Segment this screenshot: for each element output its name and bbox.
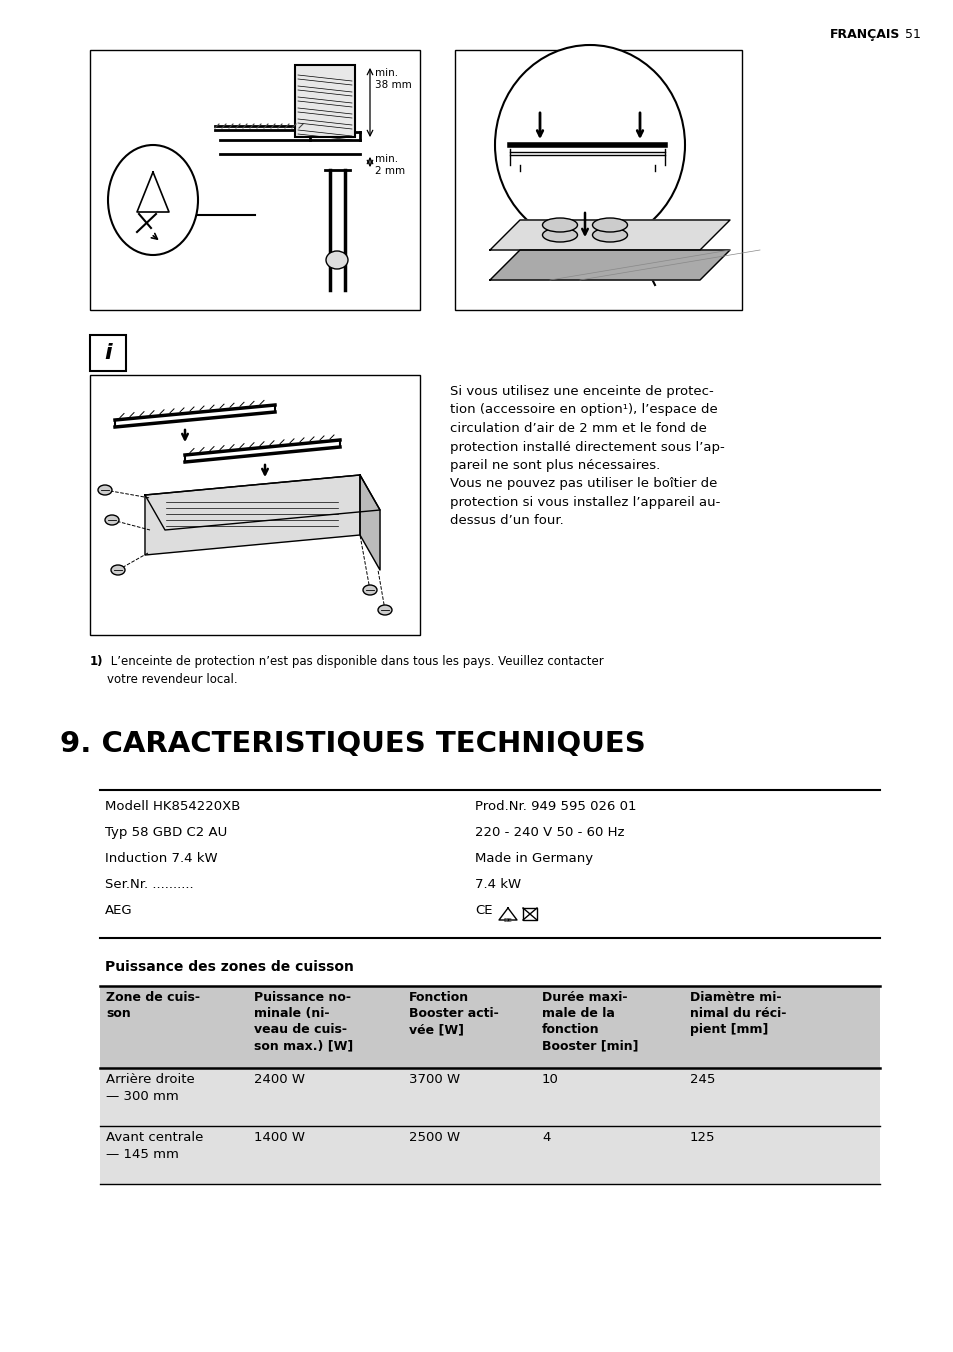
Ellipse shape <box>377 604 392 615</box>
Text: Si vous utilisez une enceinte de protec-: Si vous utilisez une enceinte de protec- <box>450 385 713 397</box>
Text: 2500 W: 2500 W <box>409 1132 459 1144</box>
Text: i: i <box>104 343 112 362</box>
Ellipse shape <box>495 45 684 245</box>
Text: 220 - 240 V 50 - 60 Hz: 220 - 240 V 50 - 60 Hz <box>475 826 624 840</box>
Text: Induction 7.4 kW: Induction 7.4 kW <box>105 852 217 865</box>
Text: votre revendeur local.: votre revendeur local. <box>107 673 237 685</box>
Text: Puissance des zones de cuisson: Puissance des zones de cuisson <box>105 960 354 973</box>
Text: 1): 1) <box>90 654 103 668</box>
Text: Ser.Nr. ..........: Ser.Nr. .......... <box>105 877 193 891</box>
Text: protection si vous installez l’appareil au-: protection si vous installez l’appareil … <box>450 496 720 508</box>
Ellipse shape <box>592 228 627 242</box>
Text: protection installé directement sous l’ap-: protection installé directement sous l’a… <box>450 441 724 453</box>
Text: 245: 245 <box>689 1073 715 1086</box>
Ellipse shape <box>592 218 627 233</box>
Text: 2 mm: 2 mm <box>375 166 405 176</box>
Text: DE: DE <box>503 918 512 923</box>
Text: FRANÇAIS: FRANÇAIS <box>829 28 900 41</box>
Text: Made in Germany: Made in Germany <box>475 852 593 865</box>
Text: Fonction
Booster acti-
vée [W]: Fonction Booster acti- vée [W] <box>409 991 498 1036</box>
Text: Prod.Nr. 949 595 026 01: Prod.Nr. 949 595 026 01 <box>475 800 636 813</box>
Text: 1400 W: 1400 W <box>253 1132 305 1144</box>
Text: pareil ne sont plus nécessaires.: pareil ne sont plus nécessaires. <box>450 458 659 472</box>
Bar <box>90 335 126 370</box>
Ellipse shape <box>542 218 577 233</box>
Bar <box>100 986 879 1068</box>
Text: Vous ne pouvez pas utiliser le boîtier de: Vous ne pouvez pas utiliser le boîtier d… <box>450 477 717 491</box>
Text: min.: min. <box>375 154 397 164</box>
Text: 125: 125 <box>689 1132 715 1144</box>
Text: Arrière droite
— 300 mm: Arrière droite — 300 mm <box>106 1073 194 1103</box>
Bar <box>90 375 419 635</box>
Polygon shape <box>490 250 729 280</box>
Text: Durée maxi-
male de la
fonction
Booster [min]: Durée maxi- male de la fonction Booster … <box>541 991 638 1052</box>
Bar <box>100 1068 879 1126</box>
Text: Diamètre mi-
nimal du réci-
pient [mm]: Diamètre mi- nimal du réci- pient [mm] <box>689 991 785 1036</box>
Polygon shape <box>490 220 729 250</box>
Text: Avant centrale
— 145 mm: Avant centrale — 145 mm <box>106 1132 203 1161</box>
Text: tion (accessoire en option¹), l’espace de: tion (accessoire en option¹), l’espace d… <box>450 403 717 416</box>
Text: AEG: AEG <box>105 904 132 917</box>
Text: 38 mm: 38 mm <box>375 80 412 91</box>
Ellipse shape <box>363 585 376 595</box>
Polygon shape <box>145 475 359 556</box>
Text: Modell HK854220XB: Modell HK854220XB <box>105 800 240 813</box>
Bar <box>455 50 741 310</box>
Text: circulation d’air de 2 mm et le fond de: circulation d’air de 2 mm et le fond de <box>450 422 706 435</box>
Text: 3700 W: 3700 W <box>409 1073 459 1086</box>
Text: Zone de cuis-
son: Zone de cuis- son <box>106 991 200 1019</box>
Text: 9. CARACTERISTIQUES TECHNIQUES: 9. CARACTERISTIQUES TECHNIQUES <box>60 730 645 758</box>
Polygon shape <box>145 475 379 530</box>
Text: 2400 W: 2400 W <box>253 1073 305 1086</box>
Text: L’enceinte de protection n’est pas disponible dans tous les pays. Veuillez conta: L’enceinte de protection n’est pas dispo… <box>107 654 603 668</box>
Text: CE: CE <box>475 904 492 917</box>
Ellipse shape <box>326 251 348 269</box>
Text: Typ 58 GBD C2 AU: Typ 58 GBD C2 AU <box>105 826 227 840</box>
Bar <box>100 1126 879 1184</box>
Text: 7.4 kW: 7.4 kW <box>475 877 520 891</box>
Ellipse shape <box>111 565 125 575</box>
Bar <box>294 65 355 137</box>
Text: 4: 4 <box>541 1132 550 1144</box>
Polygon shape <box>359 475 379 571</box>
Text: 51: 51 <box>904 28 920 41</box>
Text: 10: 10 <box>541 1073 558 1086</box>
Ellipse shape <box>98 485 112 495</box>
Ellipse shape <box>108 145 198 256</box>
Bar <box>90 50 419 310</box>
Text: min.: min. <box>375 68 397 78</box>
Text: dessus d’un four.: dessus d’un four. <box>450 515 563 527</box>
Text: Puissance no-
minale (ni-
veau de cuis-
son max.) [W]: Puissance no- minale (ni- veau de cuis- … <box>253 991 353 1052</box>
Ellipse shape <box>105 515 119 525</box>
Ellipse shape <box>542 228 577 242</box>
